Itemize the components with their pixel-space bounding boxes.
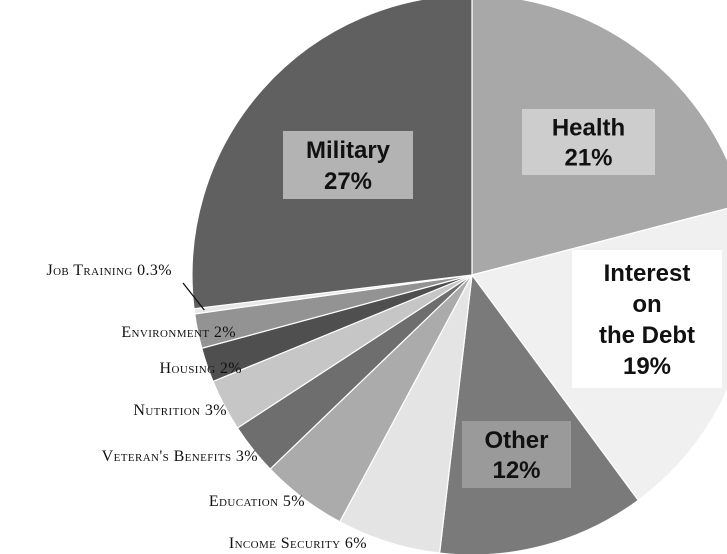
label-box [522,109,655,175]
slice-value-label: 12% [492,457,540,484]
inner-label-interest: Interest on the Debt 19% [572,250,722,388]
leader-line-job-training [182,282,205,311]
slice-value-label: 21% [564,144,612,171]
inner-label-other: Other 12% [462,421,571,488]
outer-labels: Job Training 0.3% Environment 2% Housing 2… [46,262,367,552]
leader-lines [182,282,205,311]
outer-label-veteran-s-benefits-3: Veteran's Benefits 3% [102,448,258,465]
slice-value-label: 19% [623,353,671,380]
slice-category-label: Interest [604,260,691,287]
slice-category-label: Other [484,427,548,454]
slice-category-label: Health [552,114,625,141]
outer-label-job-training-0-3: Job Training 0.3% [46,262,172,279]
inner-label-health: Health 21% [522,109,655,175]
outer-label-nutrition-3: Nutrition 3% [133,402,227,419]
outer-label-income-security-6: Income Security 6% [229,535,367,552]
slices-group [191,0,727,554]
slice-category-label: on [632,291,661,318]
outer-label-environment-2: Environment 2% [121,324,236,341]
label-box [462,421,571,488]
outer-label-education-5: Education 5% [209,493,305,510]
inner-labels: Health 21% Interest on the Debt 19% Other 12% Mi… [283,109,722,488]
label-box [283,131,413,199]
slice-value-label: 27% [324,168,372,195]
outer-label-housing-2: Housing 2% [160,360,242,377]
label-box [572,250,722,388]
slice-category-label: the Debt [599,322,695,349]
inner-label-military: Military 27% [283,131,413,199]
slice-category-label: Military [306,137,391,164]
